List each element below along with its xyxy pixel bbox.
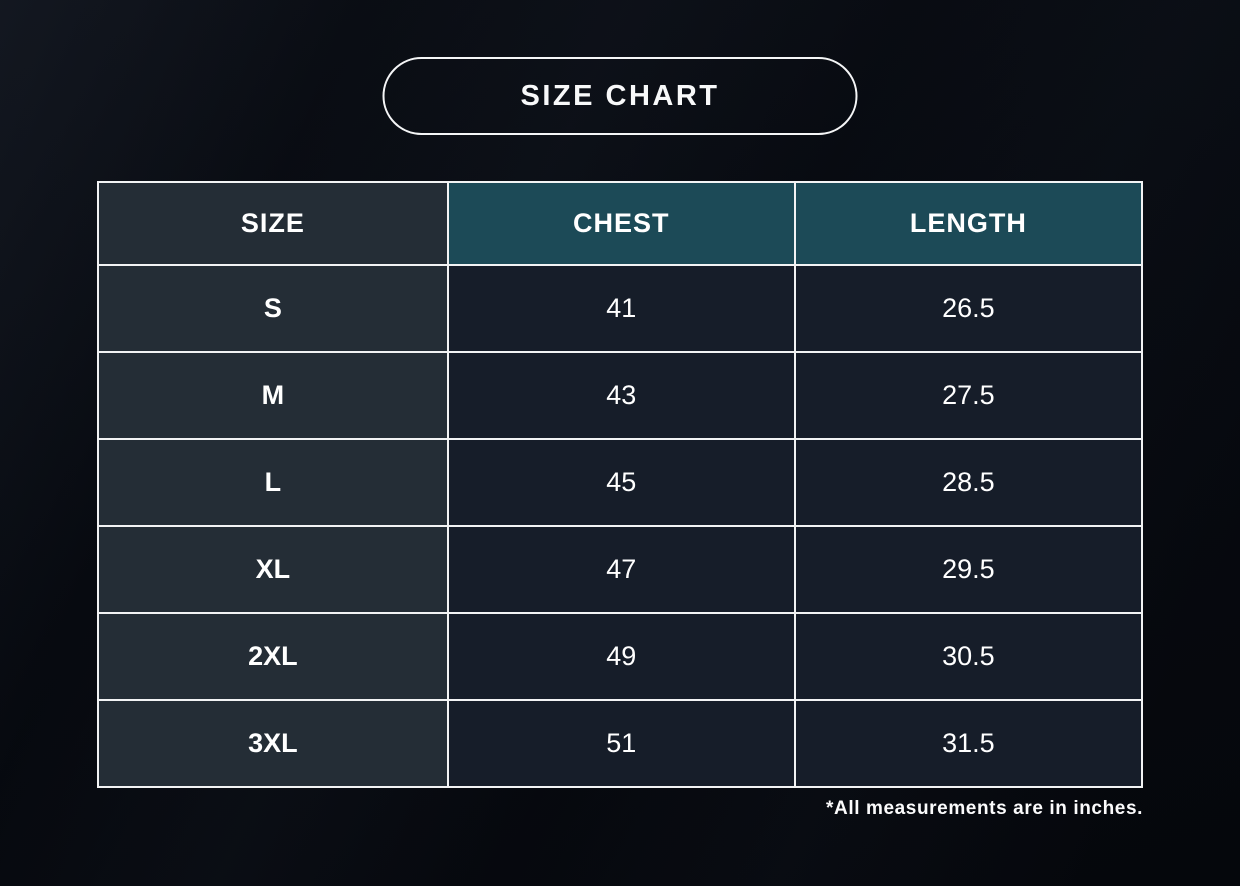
table-row: 2XL 49 30.5 [97, 612, 1144, 701]
chest-value-cell: 41 [446, 264, 796, 353]
size-chart-table: SIZE CHEST LENGTH S 41 26.5 M 43 27.5 L … [97, 181, 1144, 788]
length-value-cell: 28.5 [793, 438, 1144, 527]
column-header-length: LENGTH [793, 181, 1144, 266]
chest-value-cell: 51 [446, 699, 796, 788]
table-body: S 41 26.5 M 43 27.5 L 45 28.5 XL 47 29.5… [97, 264, 1144, 788]
table-row: M 43 27.5 [97, 351, 1144, 440]
table-row: 3XL 51 31.5 [97, 699, 1144, 788]
chest-value-cell: 43 [446, 351, 796, 440]
size-label-cell: 2XL [97, 612, 449, 701]
table-row: S 41 26.5 [97, 264, 1144, 353]
table-header: SIZE CHEST LENGTH [97, 181, 1144, 266]
size-label-cell: 3XL [97, 699, 449, 788]
chest-value-cell: 47 [446, 525, 796, 614]
table-header-row: SIZE CHEST LENGTH [97, 181, 1144, 266]
size-label-cell: S [97, 264, 449, 353]
page-title: SIZE CHART [520, 79, 720, 112]
column-header-size: SIZE [97, 181, 449, 266]
table-row: L 45 28.5 [97, 438, 1144, 527]
size-chart-title-pill: SIZE CHART [382, 57, 858, 135]
length-value-cell: 29.5 [793, 525, 1144, 614]
measurements-footnote: *All measurements are in inches. [826, 798, 1143, 819]
length-value-cell: 27.5 [793, 351, 1144, 440]
chest-value-cell: 49 [446, 612, 796, 701]
column-header-chest: CHEST [446, 181, 796, 266]
length-value-cell: 30.5 [793, 612, 1144, 701]
size-label-cell: M [97, 351, 449, 440]
chest-value-cell: 45 [446, 438, 796, 527]
table-row: XL 47 29.5 [97, 525, 1144, 614]
length-value-cell: 26.5 [793, 264, 1144, 353]
size-label-cell: L [97, 438, 449, 527]
length-value-cell: 31.5 [793, 699, 1144, 788]
size-label-cell: XL [97, 525, 449, 614]
